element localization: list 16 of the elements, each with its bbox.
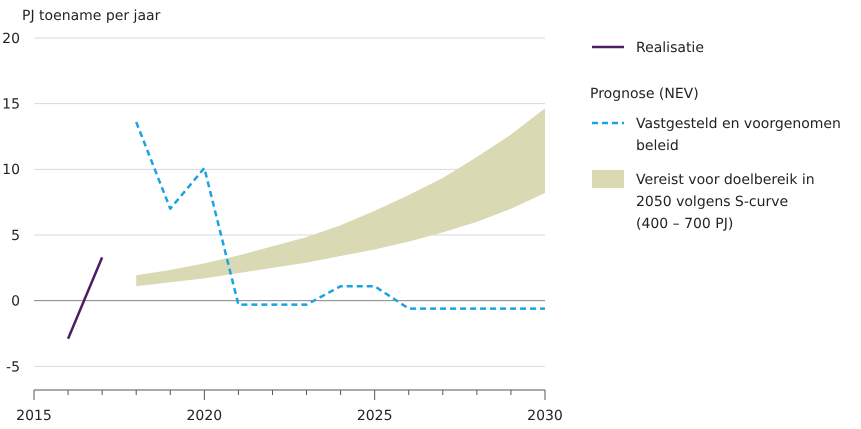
y-axis-title: PJ toename per jaar bbox=[22, 8, 161, 24]
x-tick-label: 2015 bbox=[16, 408, 52, 424]
line-series bbox=[134, 120, 546, 310]
y-tick-label: 15 bbox=[2, 96, 20, 113]
y-tick-label: 0 bbox=[11, 294, 20, 310]
x-tick-label: 2025 bbox=[356, 408, 392, 424]
y-tick-label: -5 bbox=[6, 359, 20, 376]
y-tick-label: 5 bbox=[11, 228, 20, 244]
legend-label: Vastgesteld en voorgenomen beleid bbox=[636, 116, 841, 154]
y-tick-label: 10 bbox=[2, 162, 20, 178]
y-tick-label: 20 bbox=[2, 30, 20, 47]
legend-label: Realisatie bbox=[636, 40, 704, 56]
x-tick-label: 2030 bbox=[527, 408, 563, 424]
legend-title: Prognose (NEV) bbox=[590, 86, 699, 102]
legend-label: Vereist voor doelbereik in 2050 volgens S-curve (400 – 700 PJ) bbox=[636, 172, 815, 232]
x-tick-label: 2020 bbox=[186, 408, 222, 424]
